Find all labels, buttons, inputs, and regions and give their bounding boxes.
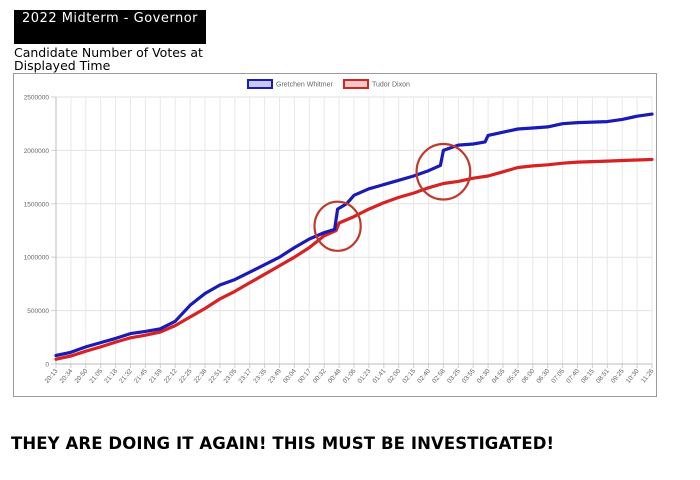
x-tick-label: 03:25 xyxy=(446,368,462,385)
x-tick-label: 21:32 xyxy=(118,368,134,385)
x-tick-label: 20:50 xyxy=(74,368,90,385)
x-tick-label: 08:51 xyxy=(595,368,611,385)
x-tick-label: 21:18 xyxy=(103,368,119,385)
x-tick-label: 21:45 xyxy=(133,368,149,385)
x-tick-label: 01:41 xyxy=(372,368,388,385)
x-tick-label: 01:23 xyxy=(357,368,373,385)
x-tick-label: 08:15 xyxy=(580,368,596,385)
x-tick-label: 22:38 xyxy=(193,368,209,385)
x-tick-label: 23:35 xyxy=(252,368,268,385)
y-tick-label: 1000000 xyxy=(24,255,50,262)
x-tick-label: 22:25 xyxy=(178,368,194,385)
x-tick-label: 22:12 xyxy=(163,368,179,385)
x-tick-label: 01:06 xyxy=(342,368,358,385)
chart-frame: 0 500000 1000000 1500000 2000000 2500000 20:13… xyxy=(13,73,657,397)
y-tick-label: 500000 xyxy=(27,308,49,315)
legend-swatch xyxy=(343,79,369,89)
x-tick-label: 20:13 xyxy=(44,368,60,385)
x-tick-label: 02:00 xyxy=(386,368,402,385)
x-tick-label: 00:17 xyxy=(297,368,313,385)
x-tick-label: 02:58 xyxy=(431,368,447,385)
x-tick-label: 21:05 xyxy=(88,368,104,385)
annotation-circle xyxy=(415,142,472,201)
x-tick-label: 20:34 xyxy=(59,368,75,385)
legend-label: Gretchen Whitmer xyxy=(276,82,333,89)
x-tick-label: 23:17 xyxy=(237,368,253,385)
y-tick-label: 0 xyxy=(45,362,49,369)
x-tick-label: 00:48 xyxy=(327,368,343,385)
x-tick-label: 23:49 xyxy=(267,368,283,385)
y-tick-label: 2500000 xyxy=(24,95,50,102)
legend-label: Tudor Dixon xyxy=(372,82,410,89)
chart-title-box: 2022 Midterm - Governor xyxy=(14,10,206,44)
y-tick-label: 2000000 xyxy=(24,148,50,155)
x-tick-label: 02:40 xyxy=(416,368,432,385)
x-tick-label: 10:30 xyxy=(625,368,641,385)
legend-swatch xyxy=(247,79,273,89)
x-tick-label: 21:59 xyxy=(148,368,164,385)
annotation-circle xyxy=(313,200,362,252)
x-tick-label: 04:55 xyxy=(491,368,507,385)
x-tick-label: 07:05 xyxy=(550,368,566,385)
series-line-tudor-dixon xyxy=(54,157,654,361)
x-tick-label: 06:00 xyxy=(521,368,537,385)
x-tick-label: 09:25 xyxy=(610,368,626,385)
x-tick-label: 05:25 xyxy=(506,368,522,385)
x-tick-label: 07:40 xyxy=(565,368,581,385)
chart-subtitle: Candidate Number of Votes at Displayed T… xyxy=(14,45,203,73)
x-tick-label: 00:32 xyxy=(312,368,328,385)
x-tick-label: 22:51 xyxy=(208,368,224,385)
x-tick-label: 06:30 xyxy=(535,368,551,385)
x-tick-label: 00:04 xyxy=(282,368,298,385)
x-tick-label: 11:26 xyxy=(640,368,656,385)
y-tick-label: 1500000 xyxy=(24,201,50,208)
x-tick-label: 23:05 xyxy=(223,368,239,385)
series-line-gretchen-whitmer xyxy=(54,112,654,358)
x-tick-label: 03:55 xyxy=(461,368,477,385)
x-tick-label: 04:30 xyxy=(476,368,492,385)
x-tick-label: 02:15 xyxy=(401,368,417,385)
line-chart: 0 500000 1000000 1500000 2000000 2500000 20:13… xyxy=(24,79,656,385)
headline-text: THEY ARE DOING IT AGAIN! THIS MUST BE IN… xyxy=(11,434,555,453)
chart-title: 2022 Midterm - Governor xyxy=(22,11,198,26)
